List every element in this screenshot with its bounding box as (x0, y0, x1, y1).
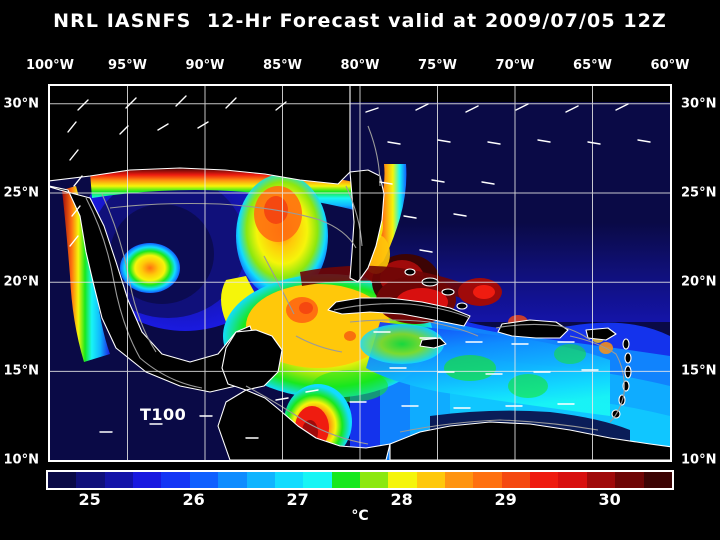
colorbar-tick-label: 25 (78, 490, 101, 509)
colorbar-bin (586, 472, 616, 488)
variable-annotation: T100 (140, 405, 187, 424)
colorbar-bin (501, 472, 531, 488)
colorbar-bin (104, 472, 134, 488)
latitude-tick-label: 30°N (3, 96, 39, 112)
colorbar-tick-label: 28 (390, 490, 413, 509)
colorbar-bin (530, 472, 559, 488)
colorbar-bin (303, 472, 332, 488)
colorbar-bin (274, 472, 304, 488)
latitude-tick-label: 15°N (3, 363, 39, 379)
colorbar-bin (388, 472, 417, 488)
longitude-tick-label: 90°W (185, 58, 225, 73)
colorbar-tick-label: 27 (286, 490, 309, 509)
colorbar-bin (558, 472, 587, 488)
longitude-tick-label: 65°W (573, 58, 612, 73)
colorbar-bin (48, 472, 77, 488)
colorbar-bin (189, 472, 219, 488)
latitude-tick-label: 10°N (3, 452, 39, 468)
colorbar-unit-label: °C (351, 508, 369, 524)
latitude-tick-label: 25°N (3, 185, 39, 201)
current-vectors (67, 95, 651, 439)
colorbar-bin (76, 472, 105, 488)
colorbar-bin (161, 472, 190, 488)
colorbar-bin (445, 472, 474, 488)
colorbar-bin (331, 472, 360, 488)
colorbar-bin (218, 472, 247, 488)
longitude-tick-label: 80°W (340, 58, 380, 73)
latitude-tick-label: 25°N (681, 185, 717, 201)
longitude-tick-label: 95°W (108, 58, 147, 73)
page-title: NRL IASNFS 12-Hr Forecast valid at 2009/… (53, 10, 667, 32)
colorbar-bin (359, 472, 389, 488)
longitude-tick-label: 60°W (650, 58, 690, 73)
sst-field-svg (50, 86, 670, 460)
map-panel (48, 84, 672, 462)
latitude-tick-label: 20°N (681, 274, 717, 290)
longitude-tick-label: 100°W (26, 58, 74, 73)
colorbar (46, 470, 674, 490)
map-canvas (50, 86, 670, 460)
latitude-tick-label: 20°N (3, 274, 39, 290)
colorbar-tick-label: 30 (598, 490, 621, 509)
colorbar-bin (133, 472, 162, 488)
colorbar-tick-label: 26 (182, 490, 205, 509)
colorbar-tick-label: 29 (494, 490, 517, 509)
longitude-tick-label: 70°W (495, 58, 535, 73)
longitude-tick-label: 75°W (418, 58, 457, 73)
longitude-tick-label: 85°W (263, 58, 302, 73)
latitude-tick-label: 15°N (681, 363, 717, 379)
latitude-tick-label: 30°N (681, 96, 717, 112)
colorbar-bin (615, 472, 644, 488)
latitude-tick-label: 10°N (681, 452, 717, 468)
colorbar-bin (246, 472, 275, 488)
colorbar-bin (473, 472, 502, 488)
colorbar-bin (643, 472, 672, 488)
colorbar-bin (416, 472, 446, 488)
